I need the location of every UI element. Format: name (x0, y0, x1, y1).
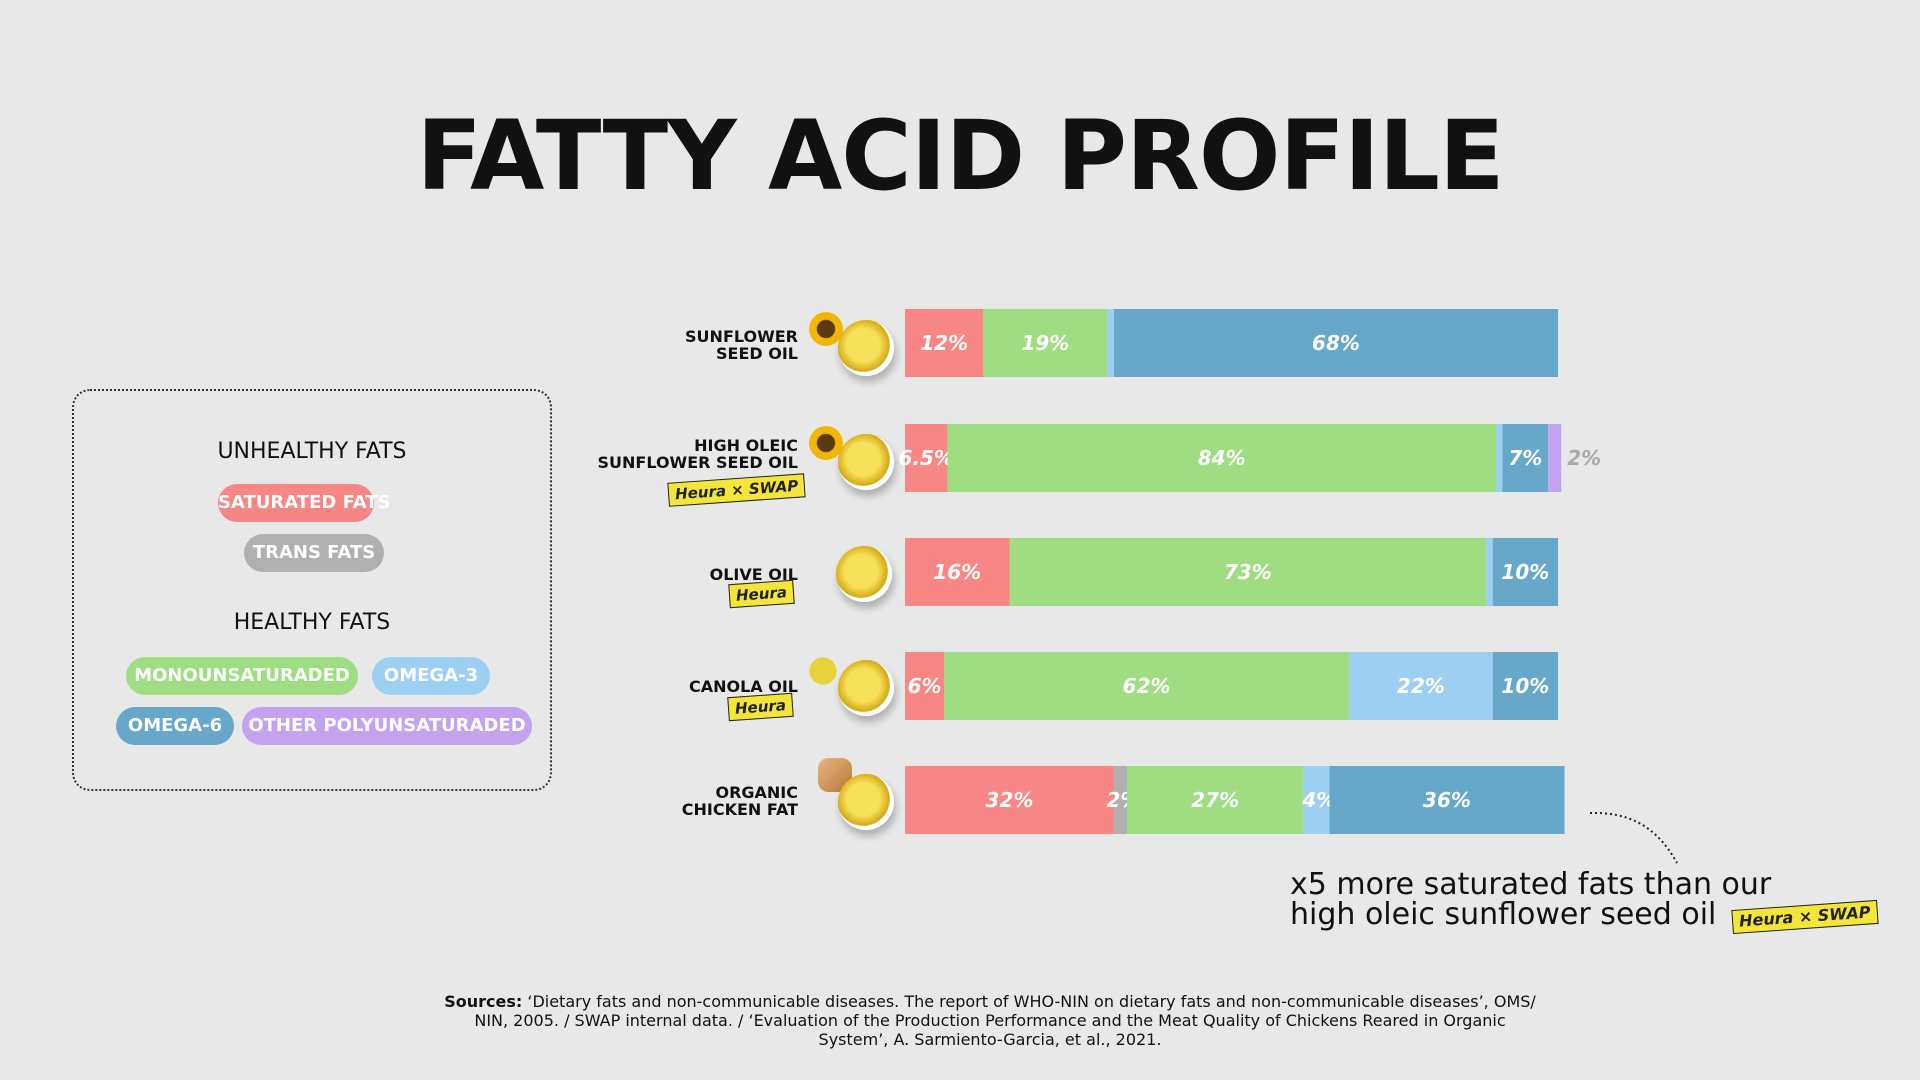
bar-segment-omega6 (1492, 538, 1558, 606)
data-label: 36% (1423, 788, 1471, 812)
row-label-chicken-fat: ORGANIC CHICKEN FAT (681, 783, 798, 819)
oil-bowl-icon (838, 774, 894, 830)
data-label: 6.5% (898, 446, 953, 470)
data-label: 22% (1397, 674, 1445, 698)
bar-segment-omega3 (1349, 652, 1493, 720)
data-label: 10% (1501, 674, 1549, 698)
data-label: 16% (933, 560, 981, 584)
page-title: FATTY ACID PROFILE (416, 100, 1504, 212)
bar-row: 6.5%84%1%7%2% (898, 424, 1601, 492)
row-label-sunflower: SUNFLOWER SEED OIL (685, 327, 798, 363)
data-label: 6% (908, 674, 942, 698)
sources-footnote: Sources: ‘Dietary fats and non-communica… (444, 992, 1536, 1049)
oil-bowl-icon (838, 660, 894, 716)
data-label: 62% (1123, 674, 1171, 698)
bar-segment-mono (947, 424, 1496, 492)
legend-omega-6: OMEGA-6 (116, 707, 234, 745)
data-label: 68% (1312, 331, 1360, 355)
olive-oil-bowl-icon (836, 546, 892, 602)
bar-segment-saturated (905, 652, 945, 720)
data-label: 27% (1191, 788, 1239, 812)
bar-row: 12%19%1%68% (905, 309, 1558, 377)
sunflower-icon (809, 426, 843, 460)
heura-swap-badge: Heura × SWAP (1731, 899, 1879, 935)
bar-segment-omega6 (1329, 766, 1565, 834)
data-label: 32% (986, 788, 1034, 812)
data-label: 73% (1224, 560, 1272, 584)
bar-segment-other (1548, 424, 1562, 492)
sunflower-icon (809, 312, 843, 346)
canola-flower-icon (806, 654, 840, 688)
bar-segment-omega3 (1107, 309, 1114, 377)
bar-segment-omega3 (1486, 538, 1493, 606)
bar-segment-omega3 (1495, 424, 1503, 492)
bar-segment-omega3 (1303, 766, 1330, 834)
legend-trans-fats: TRANS FATS (244, 534, 384, 572)
legend-monounsaturated: MONOUNSATURADED (126, 657, 358, 695)
bar-segment-saturated (905, 766, 1114, 834)
bar-segment-saturated (905, 309, 984, 377)
annotation-arrow (1589, 811, 1678, 864)
bar-row: 16%73%1%10% (905, 538, 1558, 606)
legend-unhealthy-heading: UNHEALTHY FATS (217, 439, 407, 464)
legend-saturated-fats: SATURATED FATS (218, 484, 391, 522)
bar-segment-mono (1127, 766, 1304, 834)
bar-row: 6% 62% 22% 10% (905, 652, 1558, 720)
bar-segment-mono (983, 309, 1108, 377)
bar-segment-mono (1009, 538, 1487, 606)
legend-healthy-heading: HEALTHY FATS (233, 610, 391, 635)
legend-omega-3: OMEGA-3 (372, 657, 490, 695)
row-label-high-oleic: HIGH OLEIC SUNFLOWER SEED OIL (597, 436, 798, 472)
data-label: 10% (1501, 560, 1549, 584)
row-label-olive-oil: OLIVE OIL (709, 565, 798, 584)
bar-segment-saturated (905, 538, 1010, 606)
bar-segment-saturated (905, 424, 948, 492)
bar-row: 32% 2% 27% 4% 36% (905, 766, 1565, 834)
data-label: 7% (1508, 446, 1542, 470)
bar-segment-trans (1113, 766, 1128, 834)
data-label: 19% (1021, 331, 1069, 355)
bar-segment-mono (944, 652, 1350, 720)
data-label: 2% (1567, 446, 1601, 470)
bar-segment-omega6 (1492, 652, 1558, 720)
annotation-text: x5 more saturated fats than our high ole… (1290, 870, 1879, 935)
oil-bowl-icon (838, 320, 894, 376)
data-label: 12% (920, 331, 968, 355)
row-label-canola-oil: CANOLA OIL (688, 677, 798, 696)
legend-other-polyunsaturated: OTHER POLYUNSATURADED (242, 707, 532, 745)
oil-bowl-icon (838, 434, 894, 490)
bar-segment-omega6 (1113, 309, 1558, 377)
legend-box: UNHEALTHY FATS SATURATED FATS TRANS FATS… (72, 389, 552, 791)
data-label: 84% (1198, 446, 1246, 470)
bar-segment-omega6 (1502, 424, 1549, 492)
